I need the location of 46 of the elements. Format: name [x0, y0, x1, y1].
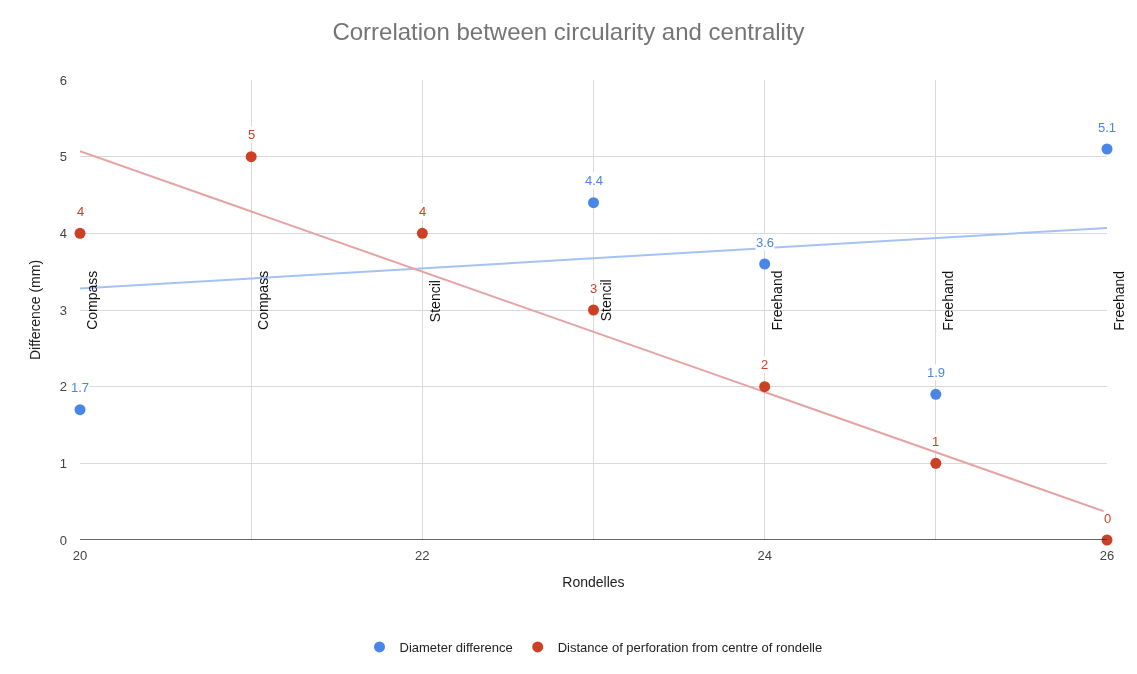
point: [759, 258, 771, 270]
point: [588, 197, 599, 209]
y-tick-label: 6: [59, 72, 67, 88]
x-axis-title: Rondelles: [562, 574, 625, 591]
point: [930, 388, 942, 400]
text: Freehand: [1111, 270, 1128, 331]
annotation: Freehand: [940, 270, 957, 331]
data-label: 1.7: [71, 380, 90, 395]
y-tick-label: 1: [59, 455, 67, 471]
data-label: 5: [248, 127, 256, 142]
point: [588, 304, 599, 316]
y-tick-label: 0: [59, 532, 67, 548]
annotation: Stencil: [597, 279, 614, 322]
data-label: 0: [1104, 511, 1112, 526]
point: [416, 227, 428, 239]
chart-title: Correlation between circularity and centrality: [332, 18, 805, 46]
y-tick-label: 2: [59, 379, 67, 395]
point: [74, 227, 86, 239]
legend-label: Diameter difference: [399, 640, 513, 656]
data-label: 3: [590, 281, 598, 296]
data-label: 2: [761, 357, 769, 372]
x-tick-label: 20: [72, 548, 88, 563]
x-tick-label: 26: [1099, 548, 1115, 563]
annotation: Compass: [255, 270, 272, 330]
y-axis-title: Difference (mm): [27, 259, 44, 361]
point: [1101, 143, 1113, 155]
y-tick-label: 5: [59, 149, 67, 165]
annotation: Freehand: [768, 270, 785, 331]
point: [930, 457, 942, 469]
y-tick-label: 4: [59, 225, 67, 241]
data-label: 4: [419, 204, 427, 219]
data-label: 4.4: [585, 173, 604, 188]
data-label: 3.6: [756, 235, 775, 250]
point: [759, 381, 771, 393]
annotation: Stencil: [426, 280, 443, 323]
legend-label: Distance of perforation from centre of rondelle: [557, 640, 823, 656]
annotation: Compass: [84, 270, 101, 330]
data-label: 5.1: [1098, 120, 1117, 135]
x-tick-label: 22: [415, 548, 430, 563]
y-tick-label: 3: [59, 302, 67, 318]
data-label: 1.9: [927, 365, 946, 380]
data-label: 4: [77, 204, 85, 219]
data-label: 1: [932, 434, 940, 449]
point: [245, 151, 257, 163]
point: [74, 404, 86, 416]
x-tick-label: 24: [757, 548, 772, 563]
